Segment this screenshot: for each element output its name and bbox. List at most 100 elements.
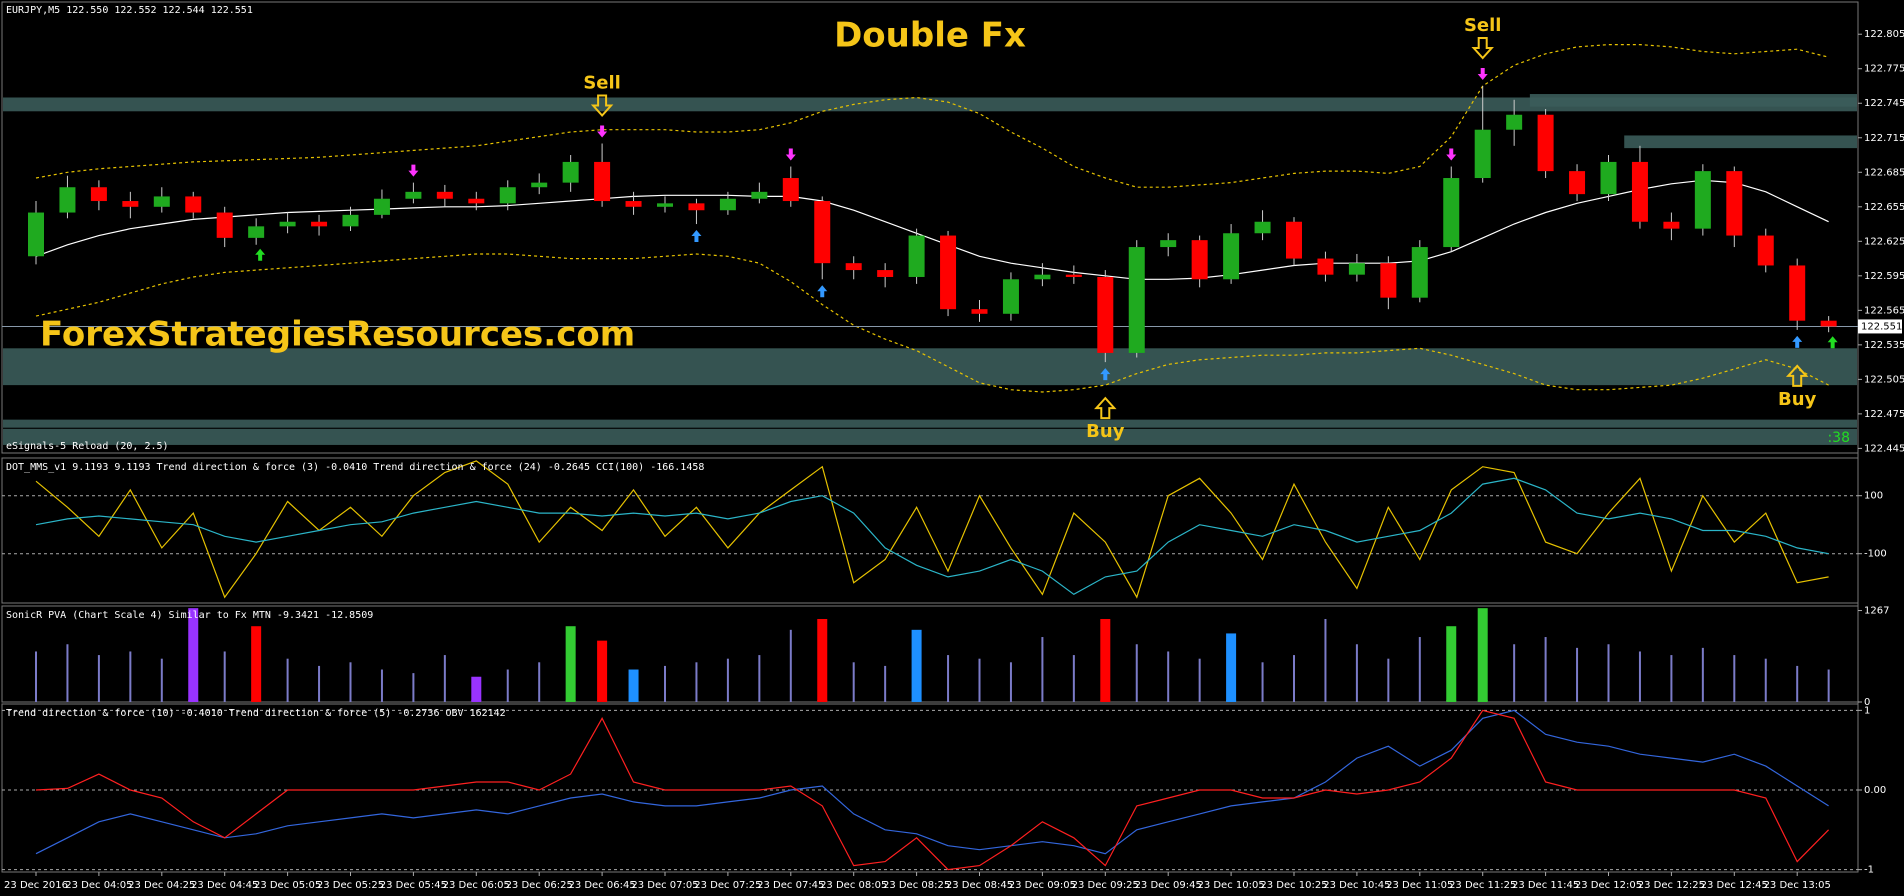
x-tick-label: 23 Dec 11:05 — [1386, 880, 1453, 891]
candle-body — [59, 187, 76, 213]
candle-body — [782, 178, 799, 202]
candle-body — [1065, 274, 1082, 277]
indicator-label: eSignals-5 Reload (20, 2.5) — [6, 441, 169, 452]
buy-arrow — [1094, 396, 1117, 420]
indicator-line — [35, 709, 1829, 855]
x-tick-label: 23 Dec 2016 — [4, 880, 68, 891]
buy-signal — [1792, 335, 1803, 348]
volume-bar — [1446, 626, 1457, 702]
candle-body — [1191, 240, 1208, 280]
price-zone — [3, 97, 1857, 112]
x-tick-label: 23 Dec 13:05 — [1764, 880, 1831, 891]
candle-body — [311, 221, 328, 227]
sell-signal — [785, 148, 796, 161]
candle-body — [1380, 263, 1397, 298]
indicator-line — [35, 460, 1829, 599]
y-tick-label: 122.805 — [1864, 29, 1904, 40]
candle-body — [1160, 240, 1177, 248]
price-zone — [1624, 135, 1857, 149]
volume-bar — [1293, 655, 1295, 702]
volume-bar — [1009, 662, 1012, 702]
candle-body — [122, 201, 139, 207]
candle-body — [688, 203, 705, 211]
candle-body — [1757, 235, 1774, 266]
indicator-line — [35, 709, 1830, 871]
candle-body — [971, 309, 988, 314]
indicator-line — [35, 477, 1829, 596]
x-tick-label: 23 Dec 08:45 — [946, 880, 1013, 891]
y-tick-label: 122.505 — [1864, 374, 1904, 385]
candle-body — [1411, 247, 1428, 298]
x-tick-label: 23 Dec 09:45 — [1135, 880, 1202, 891]
panel-frame — [1, 457, 1859, 604]
up-signal — [1827, 336, 1838, 349]
price-zone — [3, 419, 1857, 428]
highlight-key — [471, 700, 482, 701]
x-tick-label: 23 Dec 09:05 — [1009, 880, 1076, 891]
volume-bar — [1607, 644, 1610, 702]
candle-body — [657, 203, 673, 207]
x-tick-label: 23 Dec 11:45 — [1512, 880, 1579, 891]
highlight-key — [1477, 700, 1488, 701]
volume-bar — [1355, 644, 1358, 702]
last-price-tag — [1858, 319, 1902, 334]
y-tick-label: 0.00 — [1864, 785, 1886, 796]
volume-bar — [380, 669, 383, 702]
candle-body — [1034, 274, 1051, 280]
y-tick-label: 1 — [1864, 705, 1870, 716]
x-tick-label: 23 Dec 11:25 — [1449, 880, 1516, 891]
candle-body — [436, 191, 453, 199]
candle-body — [216, 212, 233, 238]
sell-arrow — [1471, 36, 1494, 60]
candle-body — [373, 198, 390, 215]
volume-bar — [695, 662, 698, 702]
x-tick-label: 23 Dec 06:45 — [568, 880, 635, 891]
sell-signal — [597, 125, 608, 138]
x-tick-label: 23 Dec 06:25 — [506, 880, 573, 891]
candle-body — [405, 191, 422, 199]
volume-bar — [1733, 655, 1736, 702]
candle-body — [1726, 171, 1743, 236]
sell-signal — [408, 164, 419, 177]
volume-bar — [1513, 644, 1516, 702]
volume-bar — [664, 665, 666, 702]
candle-body — [814, 201, 831, 264]
y-tick-label: 0 — [1864, 697, 1870, 708]
volume-bar — [188, 608, 199, 702]
candle-body — [1694, 171, 1711, 229]
volume-bar — [628, 669, 639, 702]
volume-bar — [565, 626, 576, 702]
buy-arrow — [1785, 364, 1809, 387]
x-tick-label: 23 Dec 07:25 — [694, 880, 761, 891]
y-tick-label: 1267 — [1864, 606, 1889, 617]
candle-body — [1600, 161, 1617, 195]
buy-signal — [1100, 368, 1111, 381]
volume-bar — [35, 651, 37, 702]
x-tick-label: 23 Dec 07:05 — [631, 880, 698, 891]
y-tick-label: 122.715 — [1864, 133, 1904, 144]
y-tick-label: 122.475 — [1864, 409, 1904, 420]
candle-body — [877, 270, 894, 277]
chart-title: Double Fx — [834, 16, 1026, 56]
candle-body — [499, 187, 516, 204]
volume-bar — [1544, 637, 1547, 702]
x-tick-label: 23 Dec 12:45 — [1701, 880, 1768, 891]
highlight-key — [911, 700, 922, 701]
highlight-key — [817, 700, 828, 701]
volume-bar — [1261, 662, 1264, 702]
volume-bar — [160, 658, 163, 702]
y-tick-label: 122.655 — [1864, 202, 1904, 213]
y-tick-label: 122.565 — [1864, 305, 1904, 316]
y-tick-label: 122.535 — [1864, 340, 1904, 351]
candle-body — [153, 196, 170, 207]
volume-bar — [817, 618, 828, 702]
x-tick-label: 23 Dec 08:05 — [820, 880, 887, 891]
volume-bar — [251, 626, 262, 702]
x-tick-label: 23 Dec 04:45 — [191, 880, 258, 891]
candle-body — [1286, 221, 1302, 259]
highlight-key — [1226, 700, 1237, 701]
candle-body — [1474, 129, 1491, 179]
sell-signal — [1446, 148, 1457, 161]
y-tick-label: -100 — [1864, 549, 1887, 560]
